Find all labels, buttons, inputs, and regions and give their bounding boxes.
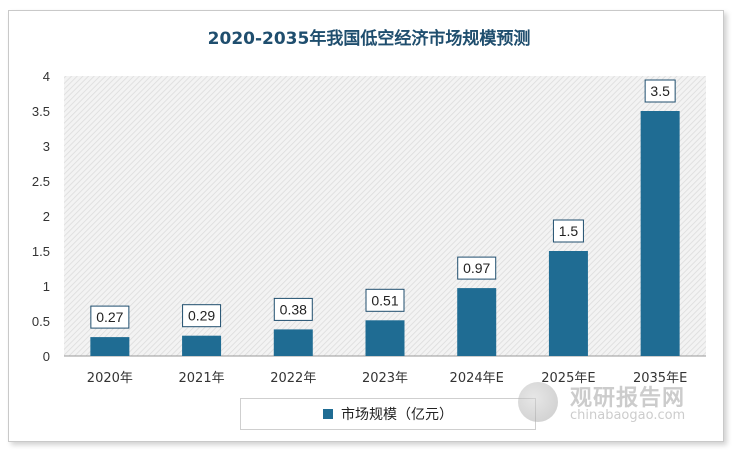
y-tick-label: 4 <box>43 69 50 84</box>
x-tick-label: 2022年 <box>270 371 316 386</box>
bar <box>182 335 222 356</box>
data-label: 3.5 <box>650 83 670 99</box>
chart-title: 2020-2035年我国低空经济市场规模预测 <box>207 29 531 49</box>
data-label: 0.27 <box>96 309 123 325</box>
x-tick-label: 2021年 <box>179 371 225 386</box>
legend-label: 市场规模（亿元） <box>341 407 453 423</box>
watermark-text-en: chinabaogao.com <box>570 408 686 423</box>
data-label: 0.38 <box>280 301 307 317</box>
data-label-box <box>552 219 584 243</box>
watermark: 观研报告网 chinabaogao.com <box>514 378 714 428</box>
data-label-box <box>457 256 497 280</box>
data-label: 0.97 <box>463 260 490 276</box>
data-label-box <box>273 297 313 321</box>
data-label-box <box>365 288 405 312</box>
bar <box>365 320 405 356</box>
data-label: 0.51 <box>371 292 398 308</box>
y-tick-label: 0 <box>43 349 50 364</box>
watermark-logo-icon <box>518 382 558 422</box>
x-tick-label: 2025年E <box>541 371 595 386</box>
data-label-box <box>644 79 676 103</box>
y-tick-label: 1.5 <box>32 244 50 259</box>
bar <box>90 337 130 356</box>
legend: 市场规模（亿元） <box>240 398 536 430</box>
data-label-box <box>90 305 130 329</box>
y-tick-label: 0.5 <box>32 314 50 329</box>
y-tick-label: 1 <box>43 279 50 294</box>
bar <box>457 288 497 356</box>
x-tick-label: 2023年 <box>362 371 408 386</box>
data-label-box <box>182 304 222 328</box>
x-tick-label: 2024年E <box>450 371 504 386</box>
y-tick-label: 3 <box>43 139 50 154</box>
data-label: 0.29 <box>188 308 215 324</box>
legend-swatch <box>323 409 333 419</box>
bar <box>548 251 588 356</box>
y-tick-label: 2 <box>43 209 50 224</box>
plot-area <box>64 76 706 356</box>
y-tick-label: 3.5 <box>32 104 50 119</box>
x-tick-label: 2020年 <box>87 371 133 386</box>
y-tick-label: 2.5 <box>32 174 50 189</box>
x-tick-label: 2035年E <box>633 371 687 386</box>
data-label: 1.5 <box>559 223 579 239</box>
watermark-text-cn: 观研报告网 <box>570 386 686 411</box>
bar <box>640 111 680 356</box>
bar <box>273 329 313 356</box>
